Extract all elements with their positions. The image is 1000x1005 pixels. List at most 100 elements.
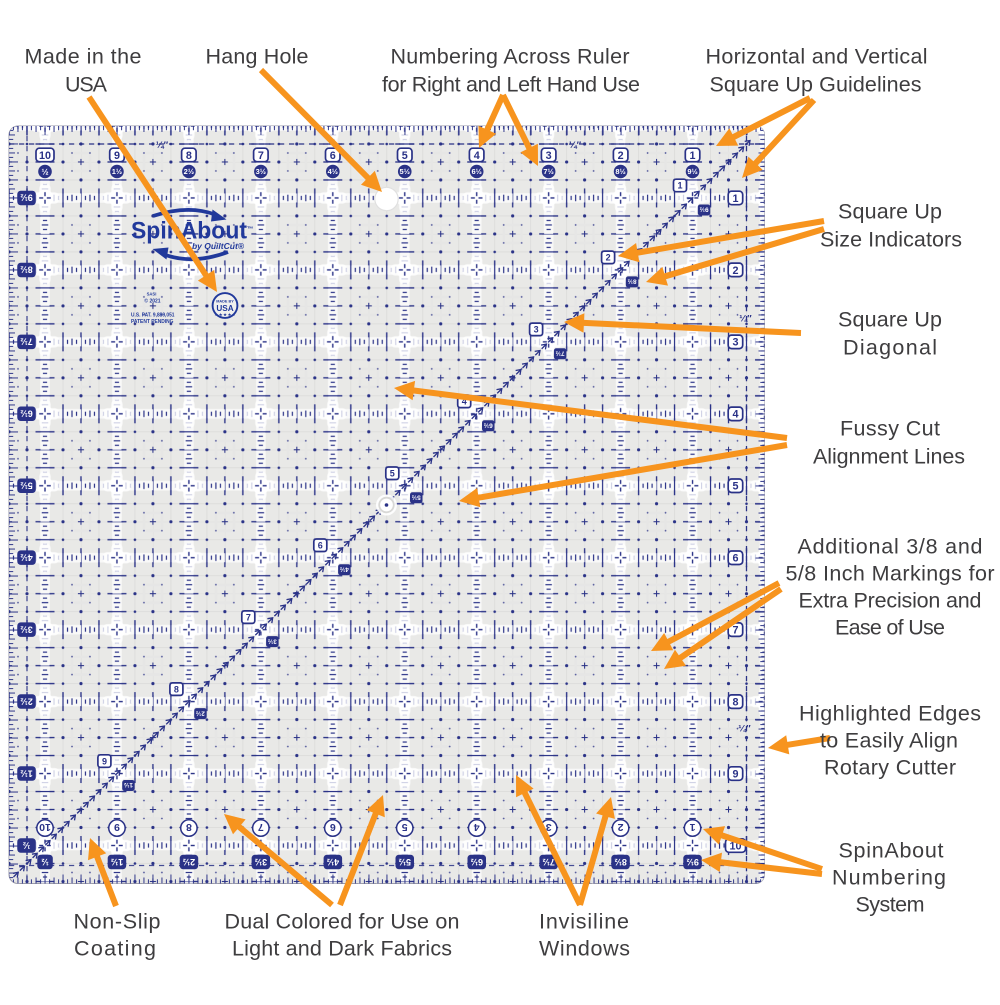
svg-text:SASI: SASI <box>147 292 157 297</box>
svg-text:9½: 9½ <box>687 167 697 176</box>
svg-text:9: 9 <box>114 150 120 162</box>
svg-text:5: 5 <box>402 821 408 833</box>
svg-text:for Right and Left Hand Use: for Right and Left Hand Use <box>382 72 640 96</box>
svg-text:5: 5 <box>390 469 395 479</box>
svg-text:9½: 9½ <box>699 206 709 214</box>
svg-text:7½: 7½ <box>20 337 33 347</box>
svg-text:¼″: ¼″ <box>569 140 582 151</box>
svg-text:2½: 2½ <box>182 857 195 867</box>
svg-text:9: 9 <box>114 821 120 833</box>
svg-text:8: 8 <box>186 821 192 833</box>
svg-text:2½: 2½ <box>195 709 205 717</box>
svg-text:1½: 1½ <box>110 857 123 867</box>
svg-text:5½: 5½ <box>398 857 411 867</box>
svg-text:Extra Precision and: Extra Precision and <box>799 588 982 612</box>
svg-text:™: ™ <box>247 226 254 233</box>
svg-text:6½: 6½ <box>483 421 493 429</box>
svg-text:USA: USA <box>216 304 233 313</box>
svg-text:Dual Colored for Use on: Dual Colored for Use on <box>225 909 460 933</box>
svg-text:4: 4 <box>462 397 467 407</box>
svg-text:¼″: ¼″ <box>738 723 751 734</box>
svg-text:3: 3 <box>534 325 539 335</box>
svg-text:2: 2 <box>732 265 738 277</box>
svg-text:Numbering Across Ruler: Numbering Across Ruler <box>391 44 630 68</box>
svg-text:★ ★ ★: ★ ★ ★ <box>219 312 232 317</box>
svg-text:4½: 4½ <box>326 857 339 867</box>
svg-text:8½: 8½ <box>614 857 627 867</box>
svg-text:2: 2 <box>606 253 611 263</box>
svg-text:7: 7 <box>258 150 264 162</box>
svg-text:1½: 1½ <box>112 167 122 176</box>
svg-text:3: 3 <box>546 821 552 833</box>
svg-text:1: 1 <box>732 193 738 205</box>
svg-text:4: 4 <box>474 821 480 833</box>
svg-text:3½: 3½ <box>20 624 33 634</box>
svg-text:by QuiltCut®: by QuiltCut® <box>192 241 245 251</box>
svg-text:7½: 7½ <box>555 350 565 358</box>
svg-text:7: 7 <box>732 625 738 637</box>
svg-text:1: 1 <box>689 821 695 833</box>
svg-text:6: 6 <box>330 821 336 833</box>
svg-text:10: 10 <box>39 821 51 833</box>
svg-text:© 2021: © 2021 <box>144 298 160 305</box>
svg-text:1: 1 <box>678 181 683 191</box>
svg-text:8½: 8½ <box>615 167 625 176</box>
svg-text:5: 5 <box>402 150 408 162</box>
svg-text:8: 8 <box>732 697 738 709</box>
svg-text:7: 7 <box>258 821 264 833</box>
svg-text:7½: 7½ <box>543 167 553 176</box>
svg-text:4: 4 <box>732 409 738 421</box>
svg-text:7½: 7½ <box>542 857 555 867</box>
svg-text:8: 8 <box>174 684 179 694</box>
svg-text:Non-Slip: Non-Slip <box>74 909 161 933</box>
svg-text:½: ½ <box>22 840 30 850</box>
svg-text:Windows: Windows <box>539 936 630 960</box>
svg-text:Coating: Coating <box>74 936 156 960</box>
svg-text:½: ½ <box>41 167 48 177</box>
svg-text:to Easily Align: to Easily Align <box>820 728 958 752</box>
svg-text:Square Up: Square Up <box>838 307 942 331</box>
svg-text:¼″: ¼″ <box>739 313 752 324</box>
svg-text:Horizontal and Vertical: Horizontal and Vertical <box>706 44 928 68</box>
svg-text:Hang Hole: Hang Hole <box>206 44 309 68</box>
svg-text:4½: 4½ <box>20 553 33 563</box>
svg-text:9: 9 <box>732 768 738 780</box>
svg-text:2½: 2½ <box>184 167 194 176</box>
svg-text:8: 8 <box>186 150 192 162</box>
svg-text:Size Indicators: Size Indicators <box>820 227 962 251</box>
svg-text:1½: 1½ <box>123 781 133 789</box>
svg-text:¼″: ¼″ <box>156 140 169 151</box>
svg-text:6½: 6½ <box>20 409 33 419</box>
svg-text:PATENT PENDING: PATENT PENDING <box>131 319 174 325</box>
svg-text:3½: 3½ <box>267 637 277 645</box>
svg-text:7: 7 <box>246 612 251 622</box>
svg-text:9: 9 <box>102 756 107 766</box>
svg-text:2: 2 <box>618 150 624 162</box>
svg-text:9½: 9½ <box>686 857 699 867</box>
svg-text:Ease of Use: Ease of Use <box>835 615 945 639</box>
svg-text:6½: 6½ <box>471 167 481 176</box>
svg-text:Made in the: Made in the <box>25 44 142 68</box>
svg-text:Highlighted Edges: Highlighted Edges <box>799 701 981 725</box>
svg-text:5/8 Inch Markings for: 5/8 Inch Markings for <box>786 561 995 585</box>
svg-text:USA: USA <box>65 72 108 96</box>
svg-text:8½: 8½ <box>20 265 33 275</box>
svg-text:6: 6 <box>318 540 323 550</box>
svg-text:U.S. PAT. 9,889,051: U.S. PAT. 9,889,051 <box>131 313 175 319</box>
svg-text:5½: 5½ <box>20 481 33 491</box>
svg-text:9½: 9½ <box>20 193 33 203</box>
svg-text:3: 3 <box>732 337 738 349</box>
svg-text:Square Up Guidelines: Square Up Guidelines <box>710 72 922 96</box>
svg-text:3½: 3½ <box>256 167 266 176</box>
svg-text:Square Up: Square Up <box>838 199 942 223</box>
svg-text:Diagonal: Diagonal <box>843 335 937 359</box>
svg-text:½: ½ <box>41 857 49 867</box>
svg-text:Rotary Cutter: Rotary Cutter <box>824 755 956 779</box>
svg-text:2½: 2½ <box>20 696 33 706</box>
svg-text:3: 3 <box>546 150 552 162</box>
svg-text:10: 10 <box>39 150 51 162</box>
svg-text:Invisiline: Invisiline <box>539 909 629 933</box>
svg-text:Light and Dark Fabrics: Light and Dark Fabrics <box>232 936 452 960</box>
svg-text:5½: 5½ <box>411 493 421 501</box>
svg-text:4: 4 <box>474 150 480 162</box>
